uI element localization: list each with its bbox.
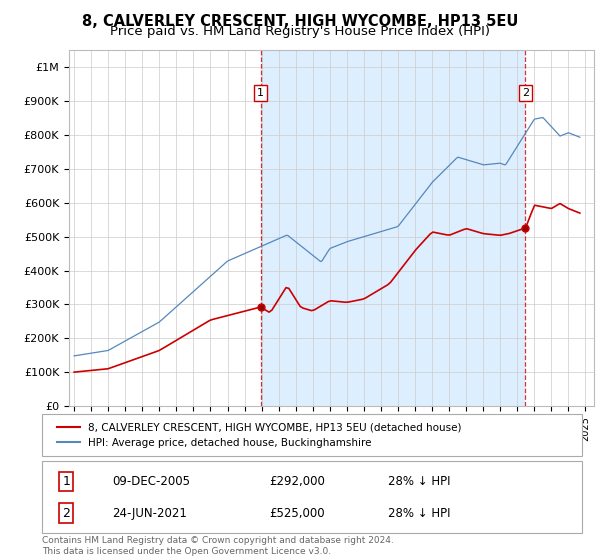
Text: 28% ↓ HPI: 28% ↓ HPI: [388, 507, 450, 520]
Text: £292,000: £292,000: [269, 475, 325, 488]
Text: 09-DEC-2005: 09-DEC-2005: [112, 475, 190, 488]
Text: 1: 1: [62, 475, 70, 488]
Text: 8, CALVERLEY CRESCENT, HIGH WYCOMBE, HP13 5EU: 8, CALVERLEY CRESCENT, HIGH WYCOMBE, HP1…: [82, 14, 518, 29]
Text: £525,000: £525,000: [269, 507, 325, 520]
Text: 2: 2: [62, 507, 70, 520]
Text: 1: 1: [257, 88, 264, 98]
Text: 28% ↓ HPI: 28% ↓ HPI: [388, 475, 450, 488]
Text: Price paid vs. HM Land Registry's House Price Index (HPI): Price paid vs. HM Land Registry's House …: [110, 25, 490, 38]
Text: 24-JUN-2021: 24-JUN-2021: [112, 507, 187, 520]
Legend: 8, CALVERLEY CRESCENT, HIGH WYCOMBE, HP13 5EU (detached house), HPI: Average pri: 8, CALVERLEY CRESCENT, HIGH WYCOMBE, HP1…: [53, 419, 466, 452]
Text: Contains HM Land Registry data © Crown copyright and database right 2024.
This d: Contains HM Land Registry data © Crown c…: [42, 536, 394, 556]
Bar: [260, 50, 526, 406]
Text: 2: 2: [522, 88, 529, 98]
